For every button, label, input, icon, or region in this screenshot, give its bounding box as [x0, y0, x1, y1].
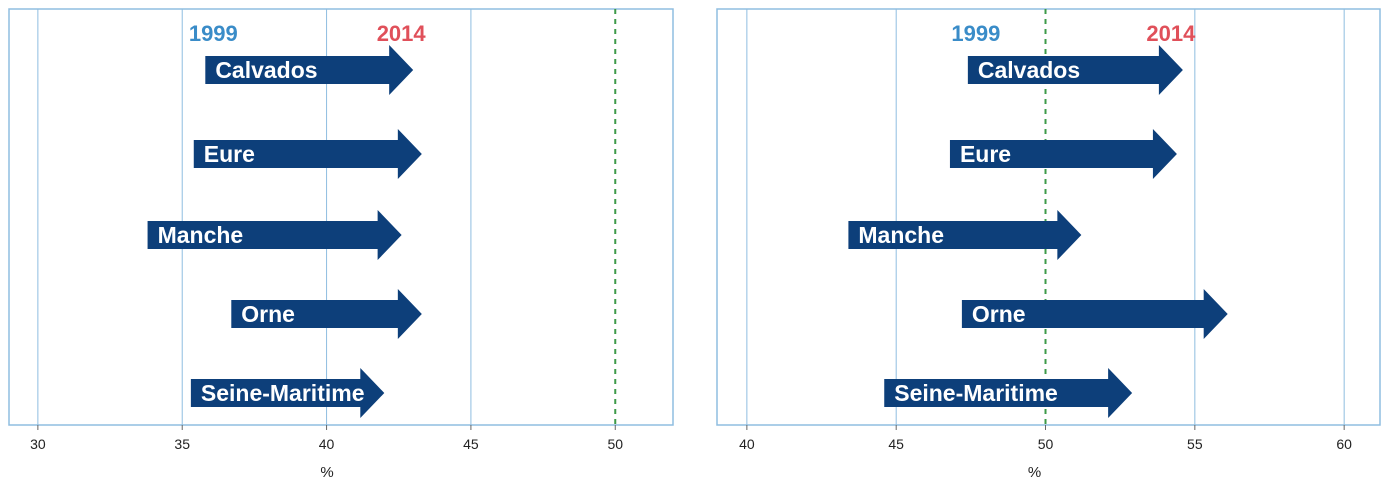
arrow-eure	[949, 129, 1177, 179]
arrow-orne	[961, 289, 1228, 339]
arrow-seine-maritime	[190, 368, 385, 418]
arrow-manche	[147, 210, 402, 260]
arrow-eure	[193, 129, 422, 179]
arrow-seine-maritime	[884, 368, 1133, 418]
x-tick-label: 45	[463, 436, 479, 452]
x-tick-label: 40	[739, 436, 755, 452]
start-year-label: 1999	[189, 21, 238, 46]
x-tick-label: 50	[607, 436, 623, 452]
category-label: Calvados	[978, 57, 1080, 83]
chart-panel-1: 30 35 40 45 50 Calvados Eure Manche Orne Seine-Ma…	[8, 8, 674, 481]
category-label: Orne	[972, 301, 1026, 327]
arrow-manche	[848, 210, 1082, 260]
category-label: Eure	[204, 141, 255, 167]
x-tick-label: 60	[1336, 436, 1352, 452]
x-tick-label: 30	[30, 436, 46, 452]
x-tick-label: 35	[174, 436, 190, 452]
end-year-label: 2014	[377, 21, 427, 46]
chart-panel-2: 40 45 50 55 60 Calvados Eure Manche Orne Seine-Ma…	[716, 8, 1381, 481]
x-axis-label: %	[320, 464, 333, 481]
arrow-calvados	[967, 45, 1183, 95]
arrow-orne	[231, 289, 422, 339]
x-tick-label: 55	[1187, 436, 1203, 452]
category-label: Manche	[158, 222, 244, 248]
end-year-label: 2014	[1146, 21, 1196, 46]
category-label: Manche	[858, 222, 944, 248]
category-label: Seine-Maritime	[201, 380, 365, 406]
x-axis-label: %	[1028, 464, 1041, 481]
category-label: Calvados	[215, 57, 317, 83]
arrow-calvados	[205, 45, 414, 95]
start-year-label: 1999	[951, 21, 1000, 46]
category-label: Eure	[960, 141, 1011, 167]
category-label: Orne	[241, 301, 295, 327]
category-label: Seine-Maritime	[894, 380, 1058, 406]
x-tick-label: 40	[319, 436, 335, 452]
x-tick-label: 50	[1038, 436, 1054, 452]
x-tick-label: 45	[888, 436, 904, 452]
